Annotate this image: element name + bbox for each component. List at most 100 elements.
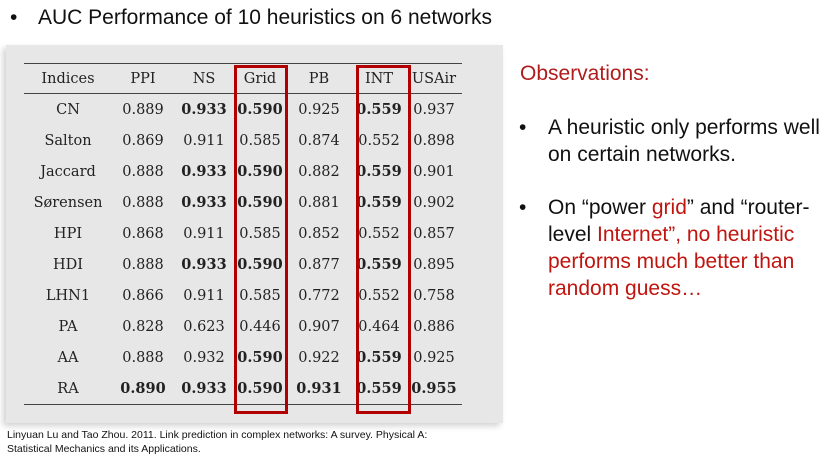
cell-ns: 0.932 (183, 349, 225, 366)
cell-int: 0.559 (356, 349, 402, 366)
observations-panel: Observations: • A heuristic only perform… (519, 62, 824, 328)
cell-ppi: 0.888 (122, 163, 164, 180)
cell-int: 0.559 (356, 101, 402, 118)
slide-title: • AUC Performance of 10 heuristics on 6 … (10, 6, 492, 30)
cell-ppi: 0.889 (122, 101, 164, 118)
table-body: CN 0.889 0.933 0.590 0.925 0.559 0.937 Salton 0.… (24, 94, 462, 405)
row-label: Jaccard (40, 163, 96, 180)
row-label: Salton (44, 132, 92, 149)
table-row: CN 0.889 0.933 0.590 0.925 0.559 0.937 (24, 94, 462, 126)
observation-highlight-grid: grid (651, 196, 687, 219)
row-label: Sørensen (33, 194, 103, 211)
table-row: HPI 0.868 0.911 0.585 0.852 0.552 0.857 (24, 218, 462, 249)
observation-bullet: • (519, 196, 527, 219)
cell-pb: 0.877 (298, 256, 340, 273)
col-header-ns: NS (174, 63, 234, 94)
cell-grid: 0.590 (237, 101, 283, 118)
cell-usair: 0.857 (413, 225, 455, 242)
cell-pb: 0.922 (298, 349, 340, 366)
observation-text-2-part: On “power (548, 196, 652, 219)
cell-int: 0.552 (358, 225, 400, 242)
title-text: AUC Performance of 10 heuristics on 6 ne… (38, 6, 493, 29)
table-row: LHN1 0.866 0.911 0.585 0.772 0.552 0.758 (24, 280, 462, 311)
cell-ppi: 0.888 (122, 194, 164, 211)
observations-title: Observations: (520, 62, 650, 85)
cell-usair: 0.898 (413, 132, 455, 149)
row-label: PA (58, 318, 78, 335)
col-header-indices: Indices (24, 63, 112, 94)
col-header-grid: Grid (234, 63, 286, 94)
cell-pb: 0.925 (298, 101, 340, 118)
cell-grid: 0.585 (239, 225, 281, 242)
table-row: HDI 0.888 0.933 0.590 0.877 0.559 0.895 (24, 249, 462, 280)
observation-bullet: • (519, 116, 527, 139)
row-label: LHN1 (45, 287, 91, 304)
cell-grid: 0.585 (239, 132, 281, 149)
table-header-row: Indices PPI NS Grid PB INT USAir (24, 63, 462, 94)
citation-line-2: Statistical Mechanics and its Applicatio… (7, 443, 201, 455)
cell-ns: 0.933 (181, 194, 227, 211)
cell-ns: 0.911 (183, 287, 225, 304)
cell-ns: 0.911 (183, 132, 225, 149)
cell-grid: 0.585 (239, 287, 281, 304)
cell-pb: 0.931 (286, 373, 352, 405)
cell-grid: 0.590 (237, 256, 283, 273)
cell-ppi: 0.888 (122, 349, 164, 366)
citation: Linyuan Lu and Tao Zhou. 2011. Link pred… (7, 428, 507, 456)
col-header-pb: PB (286, 63, 352, 94)
col-header-ppi: PPI (112, 63, 174, 94)
table-row: Sørensen 0.888 0.933 0.590 0.881 0.559 0.902 (24, 187, 462, 218)
table-row: Salton 0.869 0.911 0.585 0.874 0.552 0.898 (24, 125, 462, 156)
table-row: AA 0.888 0.932 0.590 0.922 0.559 0.925 (24, 342, 462, 373)
cell-usair: 0.886 (413, 318, 455, 335)
cell-grid: 0.590 (234, 373, 286, 405)
cell-int: 0.559 (352, 373, 406, 405)
col-header-usair: USAir (406, 63, 462, 94)
cell-pb: 0.881 (298, 194, 340, 211)
col-header-int: INT (352, 63, 406, 94)
grid-column-highlight (234, 65, 288, 414)
observation-item-2: • On “power grid” and “router-level Inte… (519, 194, 824, 302)
citation-line-1: Linyuan Lu and Tao Zhou. 2011. Link pred… (7, 429, 428, 441)
cell-int: 0.552 (358, 287, 400, 304)
cell-int: 0.464 (358, 318, 400, 335)
cell-ns: 0.933 (181, 163, 227, 180)
cell-ppi: 0.888 (122, 256, 164, 273)
cell-usair: 0.758 (413, 287, 455, 304)
table-row: RA 0.890 0.933 0.590 0.931 0.559 0.955 (24, 373, 462, 405)
cell-ppi: 0.828 (122, 318, 164, 335)
cell-int: 0.559 (356, 256, 402, 273)
cell-int: 0.552 (358, 132, 400, 149)
table-row: PA 0.828 0.623 0.446 0.907 0.464 0.886 (24, 311, 462, 342)
cell-usair: 0.895 (413, 256, 455, 273)
cell-pb: 0.907 (298, 318, 340, 335)
table-row: Jaccard 0.888 0.933 0.590 0.882 0.559 0.901 (24, 156, 462, 187)
auc-table: Indices PPI NS Grid PB INT USAir CN 0.889… (24, 63, 462, 405)
observation-item-1: • A heuristic only performs well on cert… (519, 114, 824, 168)
observation-text-2-part: ” and “router-level (548, 196, 810, 246)
cell-usair: 0.925 (413, 349, 455, 366)
cell-ppi: 0.869 (122, 132, 164, 149)
observation-highlight-internet: Internet (597, 223, 669, 246)
observation-text-1: A heuristic only performs well on certai… (548, 116, 820, 166)
cell-usair: 0.902 (413, 194, 455, 211)
cell-usair: 0.901 (413, 163, 455, 180)
cell-pb: 0.874 (298, 132, 340, 149)
cell-usair: 0.937 (413, 101, 455, 118)
row-label: AA (57, 349, 79, 366)
cell-int: 0.559 (356, 163, 402, 180)
cell-ns: 0.933 (174, 373, 234, 405)
cell-usair: 0.955 (406, 373, 462, 405)
row-label: CN (56, 101, 80, 118)
cell-ppi: 0.866 (122, 287, 164, 304)
cell-grid: 0.590 (237, 349, 283, 366)
cell-int: 0.559 (356, 194, 402, 211)
cell-pb: 0.852 (298, 225, 340, 242)
observation-text-2-ending: ”, no heuristic performs much better tha… (548, 223, 795, 300)
row-label: HDI (53, 256, 83, 273)
cell-ns: 0.911 (183, 225, 225, 242)
table-image-panel: Indices PPI NS Grid PB INT USAir CN 0.889… (6, 45, 503, 423)
cell-pb: 0.882 (298, 163, 340, 180)
row-label: HPI (53, 225, 83, 242)
cell-grid: 0.590 (237, 194, 283, 211)
